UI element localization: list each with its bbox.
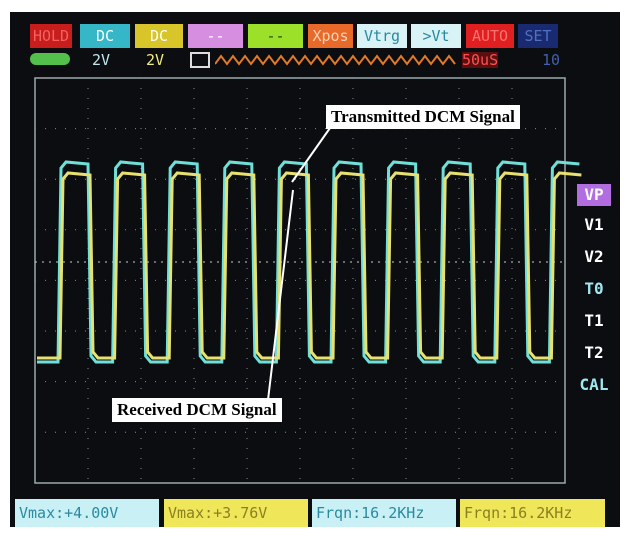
ch1-frequency: Frqn:16.2KHz xyxy=(312,499,456,527)
scope-screen: HOLD DC DC -- -- Xpos Vtrg >Vt AUTO SET … xyxy=(10,12,620,527)
menu-vp[interactable]: VP xyxy=(577,184,611,206)
received-label: Received DCM Signal xyxy=(112,398,282,422)
transmitted-label: Transmitted DCM Signal xyxy=(326,105,520,129)
menu-v2[interactable]: V2 xyxy=(577,246,611,268)
menu-t1[interactable]: T1 xyxy=(577,310,611,332)
ch1-measurement: Vmax:+4.00V xyxy=(15,499,159,527)
ch2-measurement: Vmax:+3.76V xyxy=(164,499,308,527)
oscilloscope-figure: HOLD DC DC -- -- Xpos Vtrg >Vt AUTO SET … xyxy=(0,0,629,538)
waveform-display xyxy=(10,12,620,527)
ch2-frequency: Frqn:16.2KHz xyxy=(460,499,605,527)
menu-cal[interactable]: CAL xyxy=(577,374,611,396)
menu-t0[interactable]: T0 xyxy=(577,278,611,300)
menu-v1[interactable]: V1 xyxy=(577,214,611,236)
menu-t2[interactable]: T2 xyxy=(577,342,611,364)
